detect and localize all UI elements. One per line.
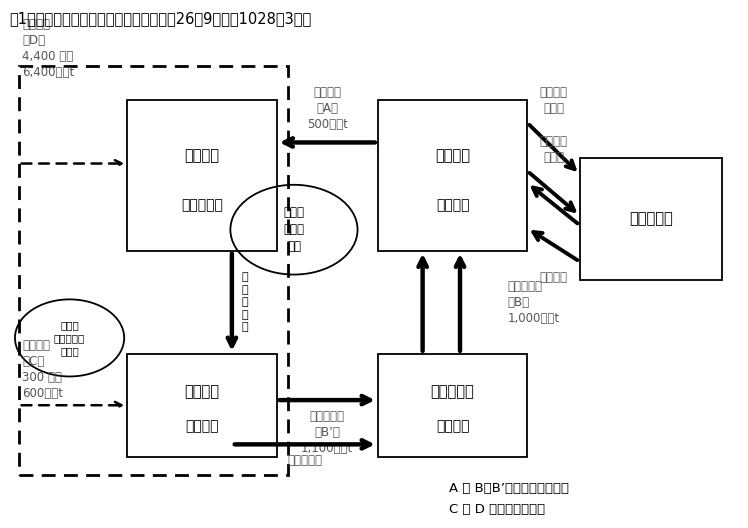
Text: 運賃補助
（D）
4,400 又は
6,400円／t: 運賃補助 （D） 4,400 又は 6,400円／t [22, 18, 75, 79]
Text: 路盤材
原料の
取引: 路盤材 原料の 取引 [283, 206, 304, 253]
Bar [127, 354, 277, 457]
Text: （排出者）: （排出者） [181, 199, 223, 213]
Text: 岡田工務店: 岡田工務店 [431, 384, 474, 399]
Text: 東邦亜邉: 東邦亜邉 [185, 148, 219, 164]
Text: 販売促進費
（B）
1,000円／t: 販売促進費 （B） 1,000円／t [508, 280, 560, 325]
Text: （運搬）: （運搬） [186, 419, 218, 433]
Text: C ＜ D で逆有償である: C ＜ D で逆有償である [449, 503, 545, 516]
Bar [378, 100, 527, 251]
Text: 建設資材
で使用: 建設資材 で使用 [539, 87, 568, 116]
Text: 図1　東邦亜邉と岡田興業との取引（平成26年9月～平1028年3月）: 図1 東邦亜邉と岡田興業との取引（平成26年9月～平1028年3月） [10, 12, 312, 26]
Bar [580, 158, 722, 280]
Text: 建設資材
で販売: 建設資材 で販売 [539, 135, 568, 164]
Text: 建設業者等: 建設業者等 [629, 212, 672, 227]
Text: （仒介）: （仒介） [436, 419, 469, 433]
Text: 購入代金
（C）
300 又は
600円／t: 購入代金 （C） 300 又は 600円／t [22, 339, 64, 400]
Text: 岡田興業: 岡田興業 [435, 148, 470, 164]
Text: A ＜ B（B’）で逆有償である: A ＜ B（B’）で逆有償である [449, 482, 568, 495]
Bar [19, 66, 288, 475]
Text: 購入代金: 購入代金 [539, 271, 568, 284]
Bar [127, 100, 277, 251]
Text: 非
鐵
ス
ラ
グ: 非 鐵 ス ラ グ [242, 272, 248, 332]
Text: 非鐵スラグ: 非鐵スラグ [287, 454, 322, 467]
Text: 石井商事: 石井商事 [185, 384, 219, 399]
Text: 鉄源・
建材用原料
の取引: 鉄源・ 建材用原料 の取引 [54, 320, 85, 356]
Text: 購入代金
（A）
500円／t: 購入代金 （A） 500円／t [307, 86, 348, 131]
Bar [378, 354, 527, 457]
Text: （受入）: （受入） [436, 199, 469, 213]
Text: 販売促進費
（B’）
1,100円／t: 販売促進費 （B’） 1,100円／t [301, 410, 353, 455]
